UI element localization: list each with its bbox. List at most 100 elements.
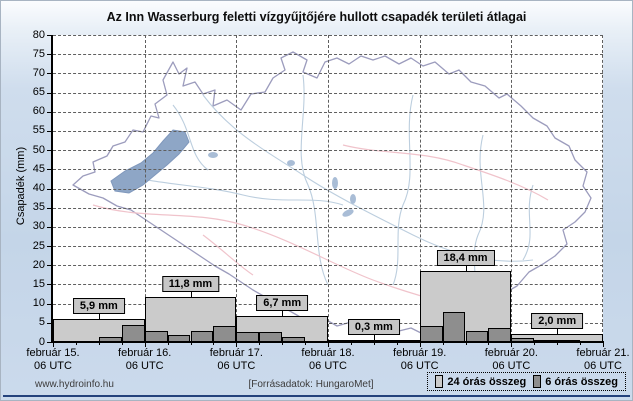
- y-tick-label: 45: [32, 162, 45, 175]
- bar-6h-day-2-slot-2: [282, 336, 306, 342]
- source-label: [Forrásadatok: HungaroMet]: [248, 379, 374, 390]
- x-axis-tick-day: [53, 343, 54, 347]
- vertical-gridline: [144, 35, 146, 342]
- y-axis-tick: [47, 92, 51, 94]
- bar-value-label: 11,8 mm: [161, 275, 220, 292]
- bar-6h-day-2-slot-1: [259, 332, 283, 342]
- value-label-stem: [373, 335, 375, 340]
- bar-value-label: 2,0 mm: [531, 313, 584, 330]
- x-axis-tick-6h: [121, 343, 123, 345]
- y-axis-tick: [47, 130, 51, 132]
- y-axis-tick: [47, 169, 51, 171]
- x-axis-tick-6h: [305, 343, 307, 345]
- y-tick-label: 60: [32, 105, 45, 118]
- x-axis-tick-6h: [534, 343, 536, 345]
- x-axis-tick-day: [328, 343, 329, 347]
- vertical-gridline: [236, 35, 238, 342]
- legend-swatch-24h-icon: [435, 375, 444, 388]
- bar-6h-day-0-slot-2: [98, 336, 122, 342]
- x-axis-tick-day: [236, 343, 238, 347]
- value-label-stem: [557, 329, 559, 335]
- x-axis-tick-6h: [465, 343, 467, 345]
- legend-item-24h: 24 órás összeg: [435, 375, 526, 388]
- y-axis-tick: [47, 246, 51, 248]
- bar-24h-day-3: [328, 340, 420, 342]
- x-axis-tick-6h: [259, 343, 261, 345]
- x-tick-label-time: 06 UTC: [125, 360, 164, 372]
- y-axis-tick: [47, 322, 51, 324]
- bar-6h-day-4-slot-0: [419, 326, 443, 342]
- chart-title: Az Inn Wasserburg feletti vízgyűjtőjére …: [106, 10, 527, 24]
- x-tick-label-date: február 20.: [484, 347, 538, 359]
- x-tick-label: február 20. 06 UTC: [469, 347, 553, 373]
- x-tick-label-date: február 15.: [26, 347, 80, 359]
- x-axis-tick-day: [419, 343, 421, 347]
- bar-6h-day-2-slot-0: [236, 331, 260, 342]
- x-tick-label-date: február 19.: [393, 347, 447, 359]
- x-tick-label: február 19. 06 UTC: [378, 347, 462, 373]
- x-tick-label: február 16. 06 UTC: [103, 347, 187, 373]
- legend-item-6h: 6 órás összeg: [533, 375, 618, 388]
- x-axis-tick-6h: [442, 343, 444, 345]
- vertical-gridline: [328, 35, 329, 342]
- bar-value-label: 5,9 mm: [72, 298, 125, 315]
- y-axis-tick: [47, 54, 51, 56]
- x-tick-label-time: 06 UTC: [217, 360, 256, 372]
- x-axis-tick-day: [511, 343, 513, 347]
- x-tick-label-time: 06 UTC: [309, 360, 347, 372]
- x-tick-label-time: 06 UTC: [492, 360, 531, 372]
- y-axis-tick: [47, 207, 51, 209]
- y-tick-label: 20: [32, 258, 45, 271]
- x-tick-label-date: február 16.: [118, 347, 172, 359]
- vertical-gridline: [419, 35, 421, 342]
- y-axis-tick: [47, 188, 51, 190]
- y-tick-label: 70: [32, 66, 45, 79]
- legend-swatch-6h-icon: [533, 375, 542, 388]
- bar-6h-day-0-slot-3: [121, 324, 145, 342]
- x-tick-label: február 17. 06 UTC: [194, 347, 278, 373]
- bar-6h-day-4-slot-2: [465, 330, 489, 342]
- y-axis-tick: [47, 284, 51, 286]
- x-axis-line: [51, 341, 604, 343]
- legend-label-6h: 6 órás összeg: [545, 375, 618, 388]
- y-tick-label: 35: [32, 201, 45, 214]
- x-axis-tick-6h: [580, 343, 582, 345]
- y-tick-label: 15: [32, 277, 45, 290]
- y-axis-tick: [47, 35, 51, 36]
- y-tick-label: 65: [32, 86, 45, 99]
- value-label-stem: [98, 314, 100, 320]
- x-tick-label: február 15. 06 UTC: [11, 347, 95, 373]
- y-tick-label: 55: [32, 124, 45, 137]
- x-axis-tick-day: [144, 343, 146, 347]
- bar-6h-day-1-slot-2: [190, 330, 214, 342]
- bar-value-label: 18,4 mm: [436, 250, 495, 267]
- y-tick-label: 30: [32, 220, 45, 233]
- bar-6h-day-4-slot-3: [488, 328, 512, 342]
- y-axis-tick: [47, 265, 51, 267]
- x-tick-label-time: 06 UTC: [34, 360, 72, 372]
- x-axis-tick-6h: [98, 343, 100, 345]
- vertical-gridline: [602, 35, 603, 342]
- x-tick-label-time: 06 UTC: [400, 360, 439, 372]
- y-tick-label: 25: [32, 239, 45, 252]
- y-axis-tick: [47, 111, 51, 113]
- bar-value-label: 6,7 mm: [256, 295, 309, 312]
- bar-6h-day-1-slot-0: [144, 330, 168, 342]
- value-label-stem: [190, 291, 192, 297]
- x-axis-tick-6h: [213, 343, 215, 345]
- x-tick-label-date: február 17.: [209, 347, 263, 359]
- x-axis-tick-6h: [350, 343, 352, 345]
- x-axis-tick-6h: [396, 343, 398, 345]
- x-axis-tick-6h: [282, 343, 284, 345]
- y-tick-label: 80: [32, 28, 45, 41]
- y-tick-label: 5: [38, 316, 45, 329]
- x-axis-tick-6h: [557, 343, 559, 345]
- y-axis-tick: [47, 226, 51, 228]
- value-label-stem: [282, 311, 284, 317]
- x-axis-tick-day: [603, 343, 604, 347]
- y-axis-tick: [47, 303, 51, 305]
- bar-6h-day-5-slot-2: [557, 340, 581, 342]
- bar-6h-day-5-slot-0: [511, 337, 535, 342]
- bar-6h-day-1-slot-3: [213, 326, 237, 342]
